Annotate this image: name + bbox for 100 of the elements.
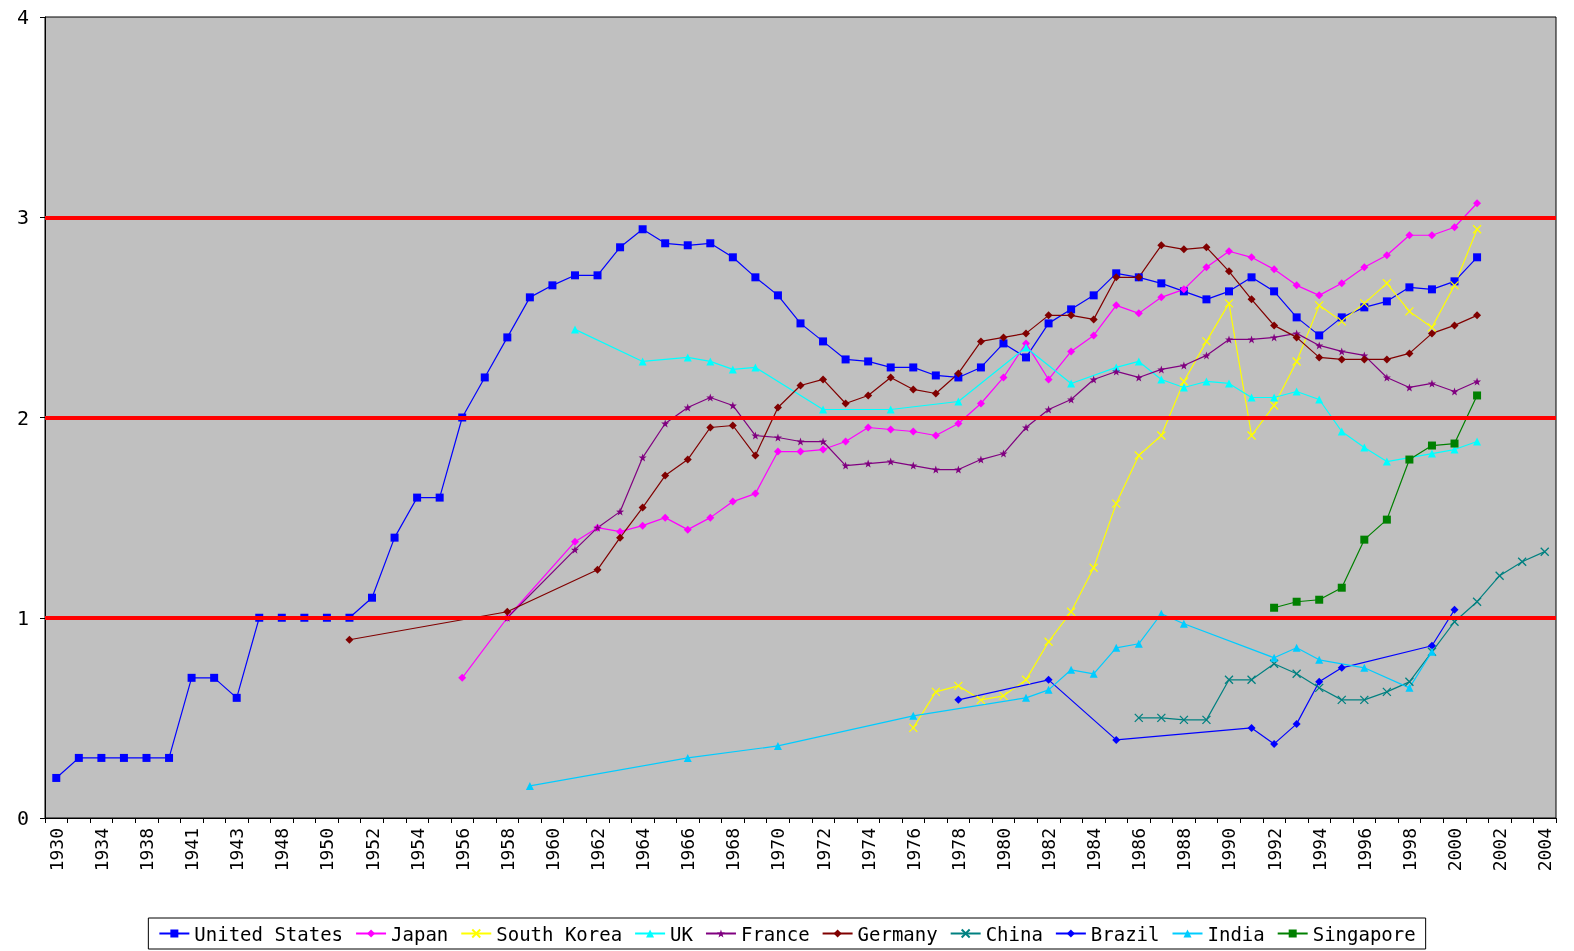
point (616, 527, 625, 536)
point (1405, 231, 1414, 240)
point (1089, 375, 1098, 384)
point (570, 545, 579, 554)
point (1337, 695, 1347, 705)
point (1202, 351, 1211, 360)
point (1111, 498, 1121, 509)
x-tick-label: 1954 (406, 828, 428, 872)
point (1134, 373, 1143, 382)
point (1202, 243, 1211, 252)
x-tick-label: 1968 (722, 828, 744, 872)
x-tick-label: 1982 (1038, 828, 1060, 872)
point (1247, 253, 1256, 262)
point (1382, 373, 1391, 382)
point (976, 399, 985, 408)
point (1270, 653, 1279, 662)
point (1450, 605, 1459, 614)
point (458, 673, 467, 682)
point (1315, 595, 1324, 604)
point (1427, 322, 1437, 333)
point (819, 375, 828, 384)
point (1022, 423, 1031, 432)
x-tick-label: 1996 (1353, 828, 1375, 872)
point (1337, 355, 1346, 364)
y-tick-label: 1 (16, 605, 29, 630)
x-tick-label: 2004 (1534, 828, 1556, 872)
point (1360, 443, 1369, 452)
point (931, 389, 940, 398)
point (1473, 437, 1482, 446)
x-tick-label: 1972 (812, 828, 834, 872)
point (1179, 245, 1188, 254)
point (1360, 263, 1369, 272)
point (1246, 675, 1257, 685)
x-tick-label: 1938 (135, 828, 157, 872)
point (1112, 273, 1121, 282)
point (954, 465, 963, 474)
point (1202, 263, 1211, 272)
x-tick-label: 1966 (677, 828, 699, 872)
x-tick-label: 1941 (181, 828, 203, 872)
point (1022, 693, 1031, 702)
point (1112, 643, 1121, 652)
point (1112, 735, 1121, 744)
point (1314, 683, 1324, 693)
point (706, 513, 715, 522)
point (1224, 335, 1233, 344)
point (909, 427, 918, 436)
point (1315, 655, 1324, 664)
point (1089, 315, 1098, 324)
point (1337, 347, 1346, 356)
point (1382, 457, 1391, 466)
point (1473, 311, 1482, 320)
point (1067, 347, 1076, 356)
point (1247, 723, 1256, 732)
x-tick-label: 1934 (90, 828, 112, 872)
x-tick-label: 1956 (451, 828, 473, 872)
point (1066, 607, 1076, 617)
point (683, 403, 692, 412)
point (773, 403, 782, 412)
x-tick-label: 1980 (992, 828, 1014, 872)
point (1405, 455, 1414, 464)
point (638, 503, 647, 512)
point (1382, 687, 1392, 697)
point (1360, 663, 1369, 672)
point (616, 507, 625, 516)
point (1427, 329, 1436, 338)
legend-label: UK (670, 922, 694, 945)
point (1360, 355, 1369, 364)
point (1269, 400, 1279, 411)
point (503, 607, 512, 616)
point (1427, 641, 1436, 650)
x-tick-label: 1974 (857, 828, 879, 872)
point (1360, 535, 1369, 544)
x-tick-label: 1970 (767, 828, 789, 872)
point (683, 525, 692, 534)
x-tick-label: 1994 (1308, 828, 1330, 872)
point (773, 433, 782, 442)
point (773, 741, 782, 750)
point (1043, 637, 1054, 647)
point (1405, 383, 1414, 392)
point (1044, 675, 1053, 684)
x-tick-label: 1984 (1083, 828, 1105, 872)
point (864, 423, 873, 432)
x-tick-label: 1930 (45, 828, 67, 872)
point (1473, 199, 1482, 208)
point (1156, 713, 1166, 723)
point (1224, 298, 1234, 309)
point (683, 753, 692, 762)
point (728, 421, 737, 430)
point (1089, 331, 1098, 340)
point (525, 781, 534, 790)
point (1427, 441, 1436, 450)
point (954, 369, 963, 378)
point (1404, 306, 1415, 317)
point (661, 471, 670, 480)
point (998, 691, 1009, 701)
x-tick-label: 1992 (1263, 828, 1285, 872)
point (864, 391, 873, 400)
point (661, 513, 670, 522)
point (1134, 450, 1144, 461)
point (1201, 336, 1212, 347)
